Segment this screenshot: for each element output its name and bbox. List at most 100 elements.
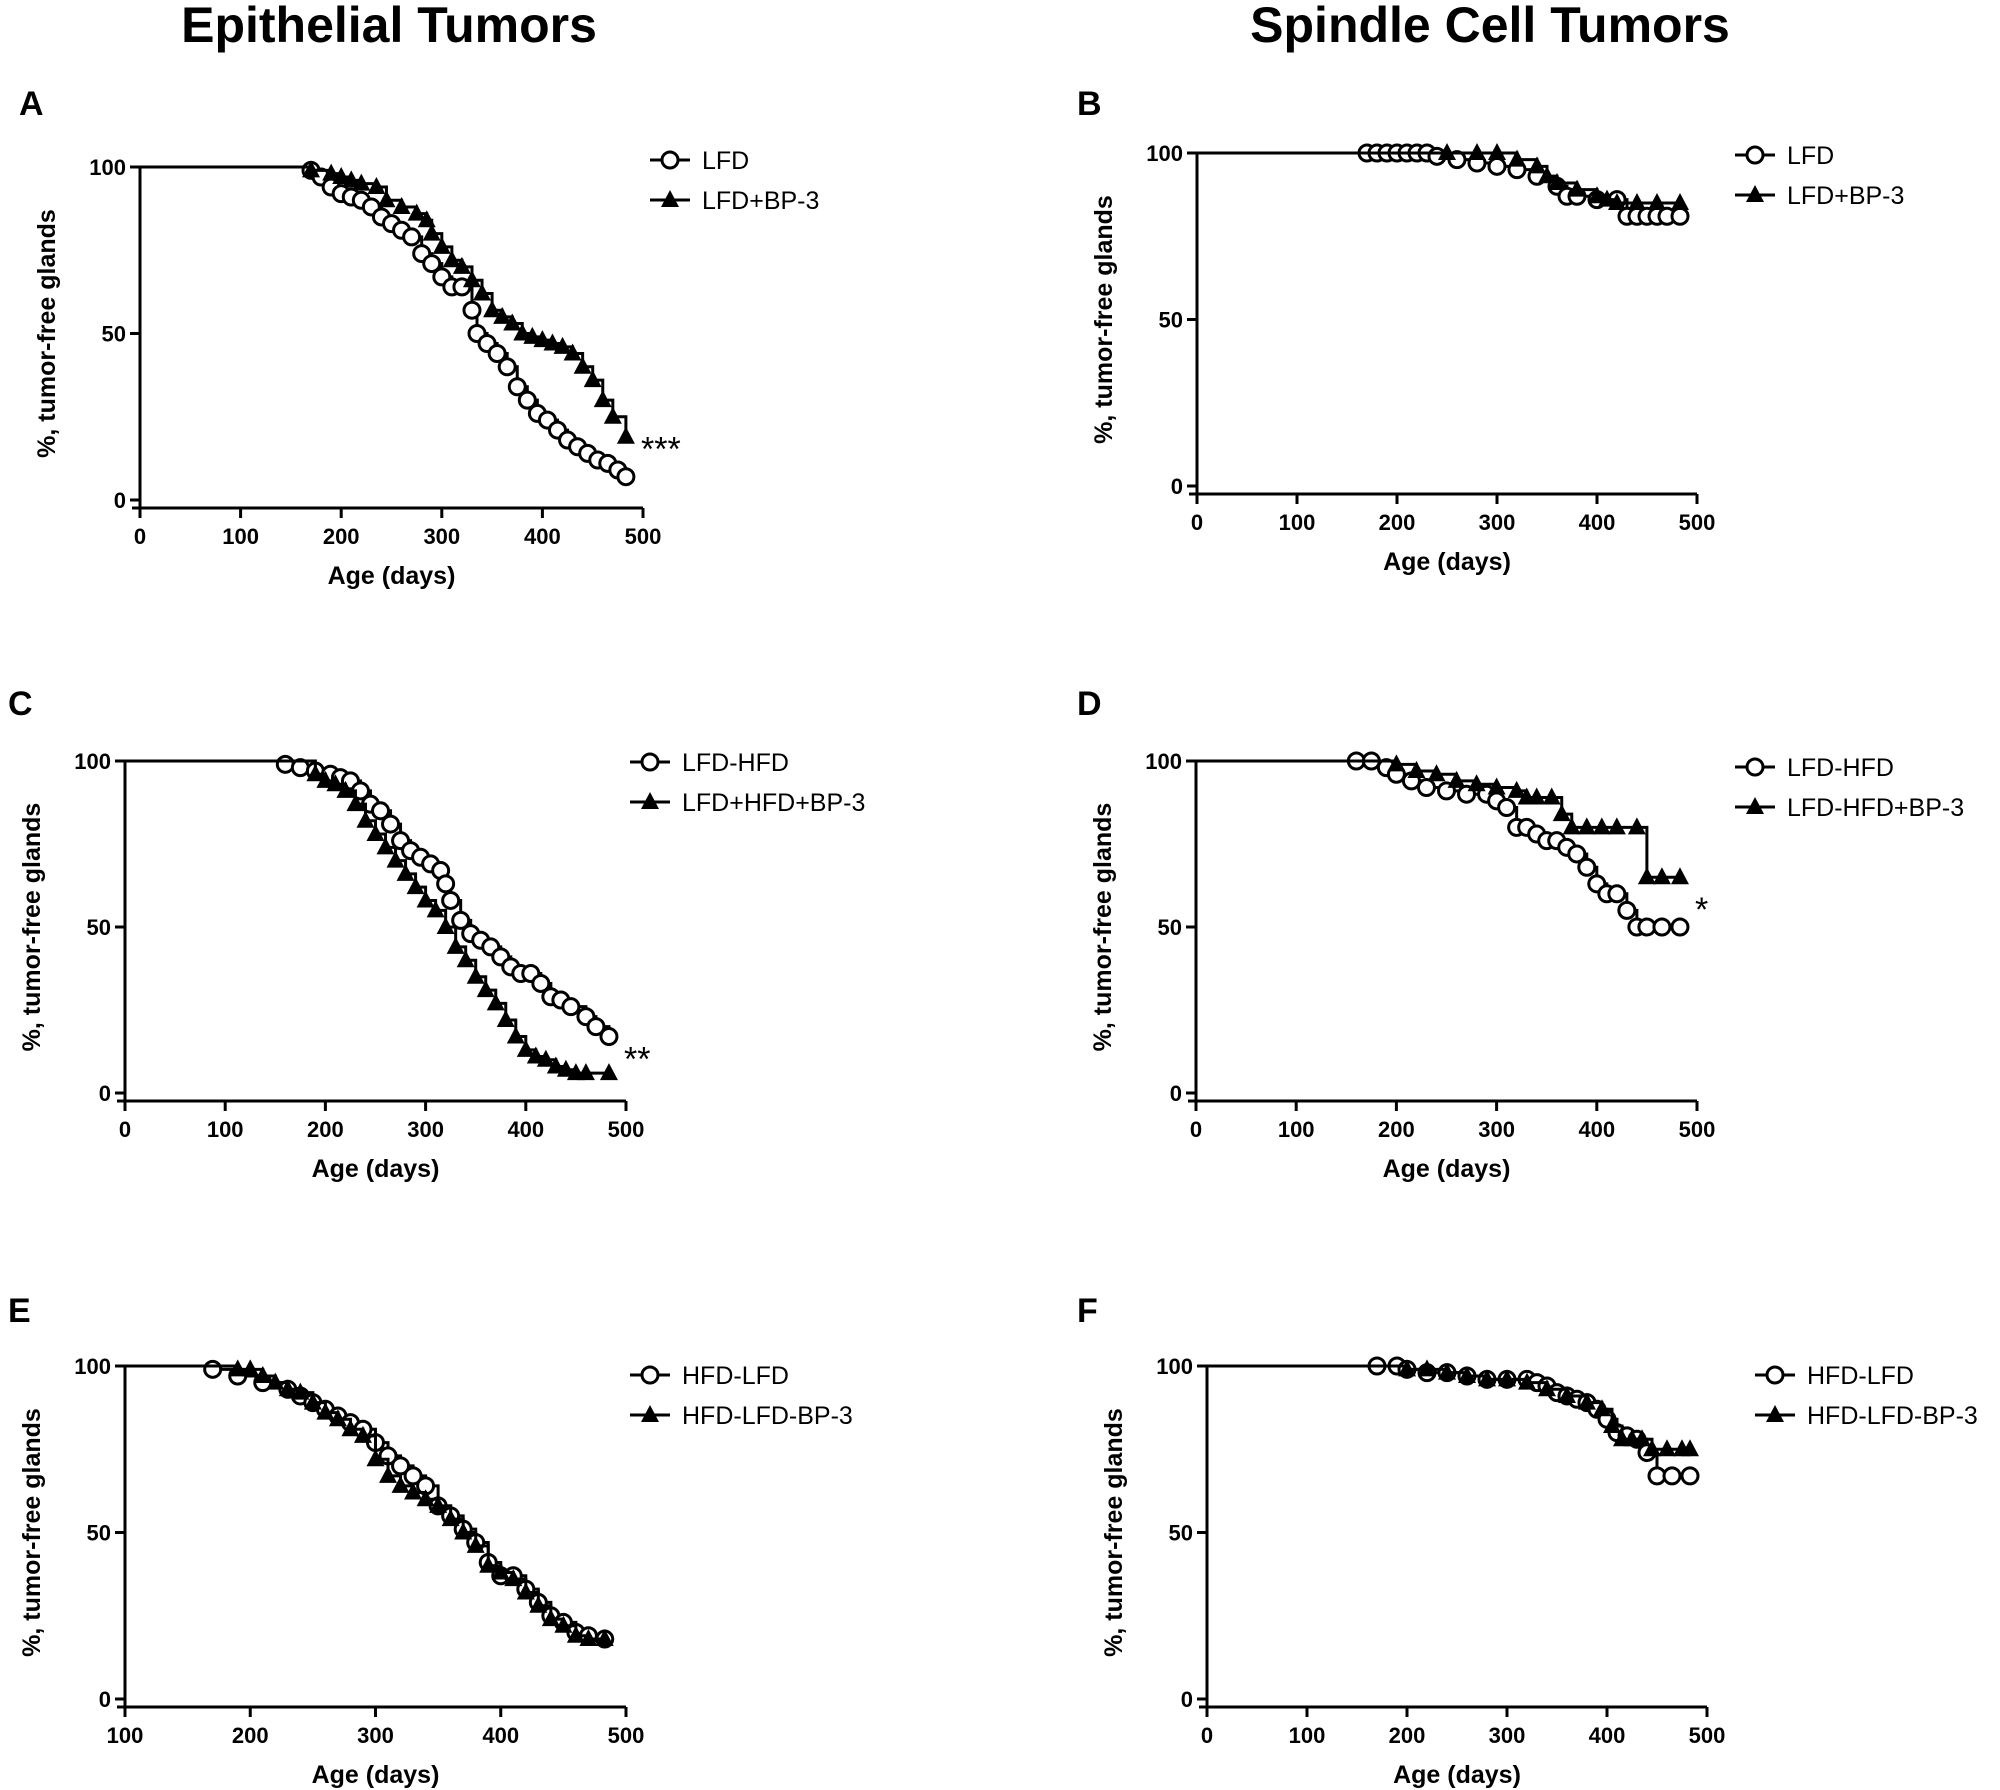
y-tick-label: 0: [99, 1081, 111, 1106]
data-point: [1577, 817, 1596, 835]
x-tick-label: 100: [107, 1723, 144, 1748]
data-point: [579, 1629, 598, 1647]
x-tick-label: 300: [1478, 1117, 1515, 1142]
data-point: [491, 1562, 510, 1580]
x-axis-label: Age (days): [312, 1155, 440, 1183]
data-point: [386, 850, 405, 868]
data-point: [1567, 844, 1587, 864]
data-point: [1670, 917, 1690, 937]
legend-entry: LFD-HFD: [1787, 754, 1894, 782]
legend-entry: LFD-HFD: [682, 749, 789, 777]
data-point: [1407, 760, 1426, 778]
data-point: [291, 1382, 310, 1400]
x-tick-label: 400: [507, 1117, 544, 1142]
data-point: [432, 236, 451, 254]
data-point: [531, 973, 551, 993]
x-tick-label: 200: [307, 1117, 344, 1142]
data-point: [404, 1482, 423, 1500]
x-axis-label: Age (days): [1383, 1155, 1511, 1183]
data-point: [516, 1039, 535, 1057]
x-axis-label: Age (days): [1383, 548, 1511, 576]
y-tick-label: 100: [1156, 1354, 1193, 1379]
data-point: [1648, 192, 1666, 210]
data-point: [376, 837, 395, 855]
data-point: [228, 1359, 247, 1377]
panel-label: F: [1077, 1292, 1098, 1330]
data-point: [1562, 817, 1581, 835]
series-lfd-bp-3: [140, 160, 635, 444]
y-tick-label: 50: [1169, 1521, 1193, 1546]
data-point: [462, 300, 482, 320]
data-point: [1416, 778, 1436, 798]
data-point: [451, 910, 471, 930]
data-point: [541, 1609, 560, 1627]
data-point: [496, 1009, 515, 1027]
data-point: [593, 390, 612, 408]
chart-panel-D: D 0 100 200 300 400 500 0 50 100 Age (days) %, tumo…: [1077, 685, 1964, 1183]
data-point: [603, 406, 622, 424]
panel-label: C: [8, 685, 33, 723]
data-point: [1478, 1369, 1496, 1387]
data-point: [466, 1535, 485, 1553]
data-point: [1568, 179, 1586, 197]
data-point: [366, 1449, 385, 1467]
series-lfd-hfd-bp-3: [1196, 754, 1689, 885]
x-tick-label: 200: [1379, 510, 1416, 535]
data-point: [328, 1409, 347, 1427]
x-tick-label: 200: [1378, 1117, 1415, 1142]
data-point: [595, 1629, 614, 1647]
y-axis-label: %, tumor-free glands: [18, 1408, 46, 1657]
data-point: [341, 1419, 360, 1437]
data-point: [504, 1569, 523, 1587]
legend-entry: HFD-LFD-BP-3: [682, 1402, 853, 1430]
data-point: [616, 467, 636, 487]
data-point: [422, 223, 441, 241]
x-tick-label: 300: [357, 1723, 394, 1748]
legend-entry: HFD-LFD: [682, 1362, 789, 1390]
data-point: [466, 966, 485, 984]
x-tick-label: 100: [222, 524, 259, 549]
data-point: [391, 1456, 411, 1476]
data-point: [353, 1425, 372, 1443]
chart-panel-A: A 0 100 200 300 400 500 0 50 100 Age (days) %, tumo…: [19, 85, 819, 590]
data-point: [1458, 1365, 1476, 1383]
x-tick-label: 200: [232, 1723, 269, 1748]
data-point: [1617, 900, 1637, 920]
data-point: [367, 176, 386, 194]
y-tick-label: 100: [74, 1354, 111, 1379]
data-point: [203, 1359, 223, 1379]
data-point: [1558, 1385, 1576, 1403]
y-tick-label: 50: [1159, 308, 1183, 333]
data-point: [253, 1365, 272, 1383]
column-title-left: Epithelial Tumors: [181, 0, 597, 53]
x-tick-label: 100: [1278, 1117, 1315, 1142]
data-point: [561, 997, 581, 1017]
data-point: [302, 160, 321, 178]
x-tick-label: 500: [1689, 1723, 1726, 1748]
data-point: [506, 1026, 525, 1044]
x-tick-label: 400: [482, 1723, 519, 1748]
data-point: [1542, 787, 1561, 805]
y-tick-label: 0: [1171, 474, 1183, 499]
data-point: [422, 254, 442, 274]
panel-label: B: [1077, 85, 1102, 123]
data-point: [533, 330, 552, 348]
data-point: [1658, 1439, 1676, 1457]
data-point: [573, 356, 592, 374]
data-point: [553, 336, 572, 354]
data-point: [322, 163, 341, 181]
x-tick-label: 400: [1578, 1117, 1615, 1142]
data-point: [1680, 1466, 1700, 1486]
legend-marker-circle-icon: [660, 150, 680, 170]
x-tick-label: 300: [1479, 510, 1516, 535]
series-line: [1207, 1364, 1690, 1478]
data-point: [1593, 1399, 1611, 1417]
data-point: [346, 794, 365, 812]
data-point: [1552, 804, 1571, 822]
data-point: [1662, 1466, 1682, 1486]
y-axis-label: %, tumor-free glands: [1100, 1408, 1128, 1657]
data-point: [266, 1372, 285, 1390]
data-point: [507, 377, 527, 397]
data-point: [1633, 1429, 1651, 1447]
legend-marker-circle-icon: [640, 1365, 660, 1385]
